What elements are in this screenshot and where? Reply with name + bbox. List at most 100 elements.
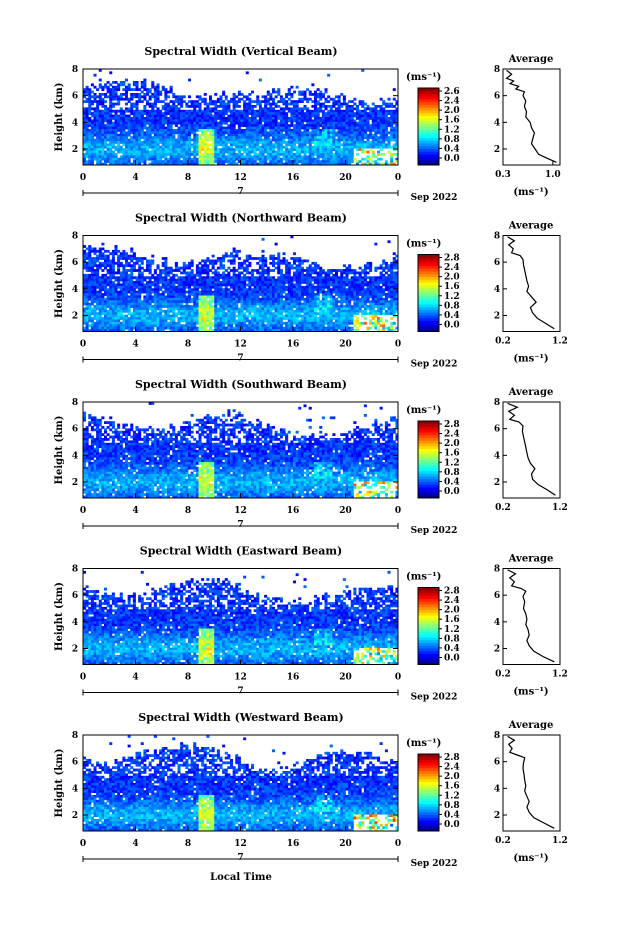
- heatmap-cell: [188, 155, 192, 159]
- heatmap-cell: [285, 145, 289, 149]
- heatmap-cell: [203, 112, 207, 115]
- heatmap-cell: [319, 102, 323, 106]
- heatmap-cell: [106, 295, 110, 299]
- heatmap-cell: [293, 138, 297, 142]
- heatmap-cell: [264, 97, 268, 101]
- heatmap-cell: [211, 117, 215, 120]
- heatmap-cell: [335, 148, 339, 151]
- heatmap-cell: [151, 317, 155, 320]
- heatmap-cell: [132, 81, 136, 84]
- heatmap-cell: [295, 138, 299, 142]
- heatmap-cell: [156, 150, 160, 154]
- heatmap-cell: [96, 105, 100, 108]
- heatmap-cell: [306, 97, 310, 101]
- heatmap-cell: [308, 160, 312, 163]
- heatmap-cell: [153, 153, 157, 156]
- heatmap-cell: [195, 133, 199, 137]
- heatmap-cell: [130, 138, 134, 142]
- heatmap-cell: [125, 305, 129, 308]
- heatmap-cell: [182, 136, 186, 139]
- heatmap-cell: [269, 131, 273, 135]
- heatmap-cell: [106, 143, 110, 147]
- heatmap-cell: [169, 117, 173, 120]
- heatmap-cell: [198, 281, 202, 284]
- heatmap-cell: [251, 124, 255, 127]
- heatmap-cell: [298, 133, 302, 137]
- heatmap-cell: [222, 312, 226, 316]
- heatmap-cell: [153, 124, 157, 127]
- heatmap-cell: [369, 136, 373, 139]
- heatmap-cell: [324, 107, 328, 111]
- heatmap-cell: [127, 300, 131, 304]
- heatmap-cell: [148, 283, 152, 287]
- heatmap-cell: [324, 105, 328, 108]
- heatmap-cell: [146, 276, 150, 280]
- heatmap-cell: [159, 114, 163, 118]
- heatmap-cell: [172, 278, 176, 282]
- heatmap-cell: [109, 124, 113, 127]
- heatmap-cell: [161, 293, 165, 296]
- heatmap-cell: [146, 324, 150, 328]
- heatmap-cell: [111, 143, 115, 147]
- heatmap-cell: [198, 107, 202, 111]
- heatmap-cell: [164, 143, 168, 147]
- heatmap-cell: [243, 312, 247, 316]
- heatmap-cell: [169, 136, 173, 139]
- heatmap-cell: [111, 155, 115, 159]
- heatmap-cell: [169, 124, 173, 127]
- heatmap-cell: [117, 83, 121, 87]
- heatmap-cell: [387, 117, 391, 120]
- heatmap-cell: [251, 119, 255, 123]
- heatmap-cell: [335, 143, 339, 147]
- heatmap-cell: [214, 145, 218, 149]
- heatmap-cell: [211, 307, 215, 311]
- heatmap-cell: [316, 153, 320, 156]
- heatmap-cell: [230, 129, 234, 132]
- heatmap-cell: [174, 105, 178, 108]
- heatmap-cell: [140, 119, 144, 123]
- heatmap-cell: [248, 312, 252, 316]
- heatmap-cell: [130, 155, 134, 159]
- heatmap-cell: [224, 112, 228, 115]
- heatmap-cell: [177, 288, 181, 292]
- heatmap-cell: [146, 309, 150, 313]
- heatmap-cell: [114, 109, 118, 113]
- heatmap-cell: [132, 295, 136, 299]
- heatmap-cell: [167, 124, 171, 127]
- heatmap-cell: [227, 105, 231, 108]
- heatmap-cell: [274, 150, 278, 154]
- heatmap-cell: [379, 136, 383, 139]
- heatmap-cell: [117, 285, 121, 289]
- heatmap-cell: [83, 124, 87, 127]
- heatmap-cell: [143, 153, 147, 156]
- heatmap-cell: [232, 271, 236, 275]
- heatmap-cell: [188, 276, 192, 280]
- heatmap-cell: [392, 143, 396, 147]
- heatmap-cell: [248, 297, 252, 301]
- heatmap-cell: [132, 321, 136, 325]
- heatmap-cell: [85, 97, 89, 101]
- heatmap-cell: [340, 133, 344, 137]
- heatmap-cell: [138, 143, 142, 147]
- colorbar-segment: [418, 134, 439, 138]
- heatmap-cell: [243, 129, 247, 132]
- heatmap-cell: [111, 81, 115, 84]
- heatmap-cell: [177, 114, 181, 118]
- heatmap-cell: [98, 102, 102, 106]
- heatmap-cell: [335, 114, 339, 118]
- heatmap-cell: [143, 105, 147, 108]
- heatmap-cell: [384, 145, 388, 149]
- heatmap-cell: [96, 109, 100, 113]
- heatmap-cell: [114, 136, 118, 139]
- heatmap-cell: [172, 114, 176, 118]
- heatmap-cell: [119, 131, 123, 135]
- heatmap-cell: [122, 269, 126, 272]
- heatmap-cell: [345, 124, 349, 127]
- heatmap-cell: [224, 105, 228, 108]
- colorbar-segment: [418, 99, 439, 103]
- heatmap-cell: [240, 124, 244, 127]
- heatmap-cell: [287, 97, 291, 101]
- heatmap-cell: [138, 131, 142, 135]
- heatmap-cell: [188, 281, 192, 284]
- heatmap-cell: [132, 117, 136, 120]
